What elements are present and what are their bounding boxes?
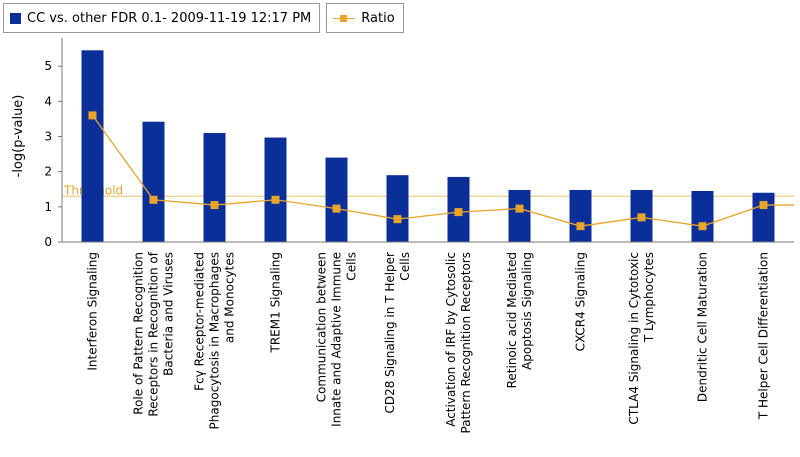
x-tick-label: Cells [398, 252, 412, 281]
x-tick-label: TREM1 Signaling [269, 252, 283, 353]
x-tick-label-group: Retinoic acid Mediated Apoptosis Signalin… [505, 252, 534, 388]
x-tick-label-group: Activation of IRF by Cytosolic Pattern Re… [444, 252, 473, 433]
x-tick-label-group: CXCR4 Signaling [574, 252, 588, 351]
x-tick-label: Fcγ Receptor-mediated [193, 252, 207, 391]
x-tick-label: Cells [345, 252, 359, 281]
bar[interactable] [203, 132, 226, 242]
ratio-point[interactable] [149, 195, 158, 204]
x-tick-label-group: CTLA4 Signaling in Cytotoxic T Lymphocyte… [627, 252, 656, 425]
legend-bar-label: CC vs. other FDR 0.1- 2009-11-19 12:17 P… [27, 10, 312, 26]
line-swatch-icon [333, 13, 356, 24]
ratio-point[interactable] [515, 204, 524, 213]
ratio-line-layer [88, 111, 794, 231]
x-tick-label: T Helper Cell Differentiation [757, 252, 771, 420]
x-tick-label: Interferon Signaling [86, 252, 100, 371]
bar[interactable] [325, 157, 348, 242]
bar[interactable] [142, 121, 165, 242]
x-tick-label: CXCR4 Signaling [574, 252, 588, 351]
ratio-point[interactable] [454, 208, 463, 217]
ratio-point[interactable] [576, 222, 585, 231]
x-tick-label: Receptors in Recognition of [147, 251, 161, 416]
threshold-layer: Threshold [62, 183, 794, 197]
ratio-point[interactable] [271, 195, 280, 204]
bar[interactable] [569, 189, 592, 242]
bar[interactable] [264, 137, 287, 242]
x-tick-label: CTLA4 Signaling in Cytotoxic [627, 252, 641, 425]
x-tick-label-group: Dendritic Cell Maturation [696, 252, 710, 402]
x-tick-label-group: CD28 Signaling in T Helper Cells [383, 252, 412, 414]
x-tick-label: Communication between [315, 252, 329, 402]
x-tick-label: Role of Pattern Recognition [132, 252, 146, 415]
bar[interactable] [752, 192, 775, 242]
x-tick-label-group: Communication between Innate and Adaptive… [315, 252, 359, 427]
x-tick-label: T Lymphocytes [642, 252, 656, 343]
legend-item-bar-series[interactable]: CC vs. other FDR 0.1- 2009-11-19 12:17 P… [3, 3, 321, 33]
bar[interactable] [81, 50, 104, 242]
x-tick-layer: Interferon Signaling Role of Pattern Reco… [86, 251, 771, 433]
ratio-point[interactable] [393, 215, 402, 224]
x-tick-label: and Monocytes [223, 252, 237, 343]
y-tick-label: 0 [44, 235, 52, 249]
ratio-point[interactable] [698, 222, 707, 231]
x-tick-label: Apoptosis Signaling [520, 252, 534, 370]
y-tick-label: 4 [44, 94, 52, 108]
ratio-point[interactable] [332, 204, 341, 213]
x-tick-label-group: TREM1 Signaling [269, 252, 283, 353]
x-tick-label: Activation of IRF by Cytosolic [444, 252, 458, 427]
x-tick-label-group: T Helper Cell Differentiation [757, 252, 771, 420]
ratio-point[interactable] [759, 201, 768, 210]
bar-swatch-icon [10, 12, 21, 24]
bar[interactable] [508, 189, 531, 242]
ratio-point[interactable] [210, 201, 219, 210]
y-tick-label: 5 [44, 59, 52, 73]
x-tick-label-group: Fcγ Receptor-mediated Phagocytosis in Mac… [193, 252, 237, 429]
bar[interactable] [386, 175, 409, 242]
x-tick-label: Bacteria and Viruses [162, 252, 176, 376]
y-tick-label: 2 [44, 165, 52, 179]
x-tick-label: Pattern Recognition Receptors [459, 252, 473, 433]
y-tick-layer: 0 1 2 3 4 5 [44, 59, 62, 249]
y-axis-label: -log(p-value) [11, 95, 26, 178]
ratio-point[interactable] [637, 213, 646, 222]
ratio-line [91, 114, 794, 227]
axis-layer [61, 38, 794, 243]
x-tick-label-group: Role of Pattern Recognition Receptors in … [132, 251, 176, 416]
legend: CC vs. other FDR 0.1- 2009-11-19 12:17 P… [3, 3, 404, 33]
bar[interactable] [691, 191, 714, 242]
x-tick-label-group: Interferon Signaling [86, 252, 100, 371]
x-tick-label: CD28 Signaling in T Helper [383, 252, 397, 414]
x-tick-label: Phagocytosis in Macrophages [208, 252, 222, 429]
legend-item-ratio-series[interactable]: Ratio [326, 3, 404, 33]
x-tick-label: Dendritic Cell Maturation [696, 252, 710, 402]
ratio-point[interactable] [88, 111, 97, 120]
y-tick-label: 3 [44, 129, 52, 143]
y-tick-label: 1 [44, 200, 52, 214]
bars-layer [81, 50, 775, 242]
legend-ratio-label: Ratio [361, 10, 395, 26]
x-tick-label: Retinoic acid Mediated [505, 252, 519, 388]
x-tick-label: Innate and Adaptive Immune [330, 252, 344, 427]
